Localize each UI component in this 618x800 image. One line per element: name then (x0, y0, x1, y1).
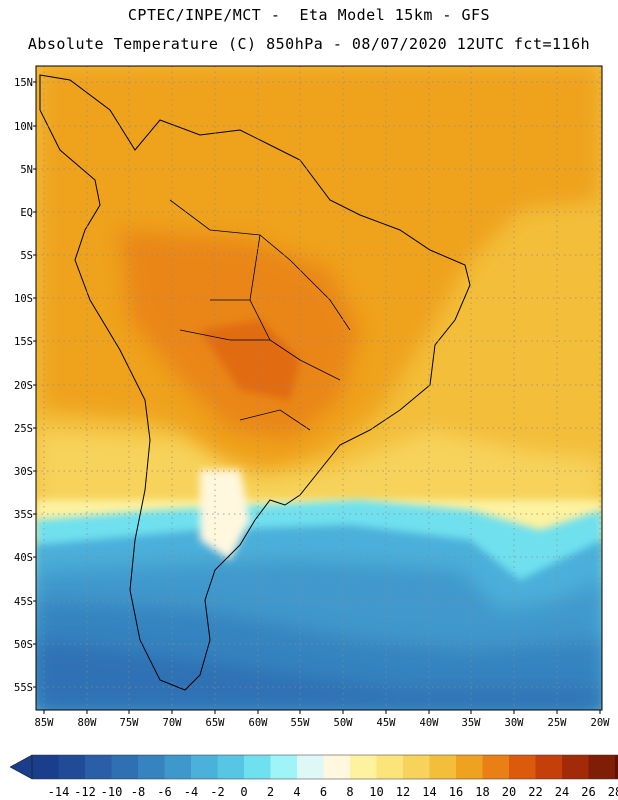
colorbar-ticks: -14 -12 -10 -8 -6 -4 -2 0 2 4 6 8 10 12 14 16 18 20 22 24 26… (48, 785, 618, 799)
colorbar-bin (509, 755, 536, 779)
lon-label: 55W (291, 717, 311, 729)
colorbar-tick-label: 0 (240, 785, 247, 799)
colorbar-bin (111, 755, 139, 779)
lat-label: 45S (14, 596, 33, 608)
lon-label: 25W (548, 717, 568, 729)
lon-label: 75W (120, 717, 140, 729)
colorbar-tick-label: 28 (608, 785, 618, 799)
colorbar-tick-label: 8 (346, 785, 353, 799)
title-line-1: CPTEC/INPE/MCT - Eta Model 15km - GFS (127, 6, 491, 24)
colorbar-tick-label: -6 (157, 785, 171, 799)
colorbar-bin (323, 755, 351, 779)
lat-label: 55S (14, 682, 33, 694)
colorbar-tick-label: 14 (422, 785, 436, 799)
colorbar-bin (350, 755, 377, 779)
colorbar-low-arrow (9, 754, 33, 780)
colorbar-tick-label: -2 (210, 785, 224, 799)
map-frame (35, 65, 603, 711)
colorbar-bin (403, 755, 430, 779)
lat-label: EQ (20, 207, 33, 219)
lon-label: 45W (377, 717, 397, 729)
colorbar-bin (270, 755, 298, 779)
colorbar-tick-label: 6 (320, 785, 327, 799)
temperature-field (36, 66, 602, 710)
lat-label: 40S (14, 552, 33, 564)
colorbar-tick-label: -12 (74, 785, 96, 799)
colorbar-tick-label: -8 (131, 785, 145, 799)
colorbar-bin (482, 755, 510, 779)
lat-label: 5N (20, 164, 33, 176)
lon-label: 70W (163, 717, 183, 729)
colorbar-bin (456, 755, 483, 779)
colorbar-bin (164, 755, 192, 779)
colorbar-tick-label: 24 (555, 785, 569, 799)
lon-label: 80W (78, 717, 98, 729)
title-line-2: Absolute Temperature (C) 850hPa - 08/07/… (27, 35, 591, 53)
lat-label: 35S (14, 509, 33, 521)
lat-label: 15S (14, 336, 33, 348)
lon-label: 30W (505, 717, 525, 729)
colorbar-bin (376, 755, 404, 779)
lon-label: 40W (420, 717, 440, 729)
lon-label: 85W (35, 717, 55, 729)
colorbar-tick-label: 18 (475, 785, 489, 799)
colorbar (9, 754, 618, 780)
colorbar-bin (191, 755, 218, 779)
colorbar-bin (138, 755, 165, 779)
latitude-labels: 15N 10N 5N EQ 5S 10S 15S 20S 25S 30S 35S 40S 45S 50S 5… (14, 77, 36, 694)
colorbar-bin (562, 755, 589, 779)
colorbar-border (31, 754, 618, 780)
south-america-coastline (39, 74, 471, 691)
lat-label: 30S (14, 466, 33, 478)
lat-label: 25S (14, 423, 33, 435)
colorbar-bin (429, 755, 457, 779)
colorbar-tick-label: -4 (184, 785, 198, 799)
colorbar-bin (244, 755, 271, 779)
colorbar-tick-label: -10 (101, 785, 123, 799)
colorbar-bin (58, 755, 86, 779)
lat-label: 10S (14, 293, 33, 305)
lat-label: 50S (14, 639, 33, 651)
colorbar-bin (32, 755, 59, 779)
lon-label: 50W (334, 717, 354, 729)
longitude-labels: 85W 80W 75W 70W 65W 60W 55W 50W 45W 40W 35W 30W 25W 2… (35, 710, 611, 729)
colorbar-tick-label: -14 (48, 785, 70, 799)
colorbar-tick-label: 12 (396, 785, 410, 799)
lat-label: 20S (14, 380, 33, 392)
graticule (36, 66, 602, 710)
colorbar-bin (615, 755, 618, 779)
colorbar-tick-label: 2 (267, 785, 274, 799)
colorbar-bin (588, 755, 616, 779)
colorbar-bin (85, 755, 112, 779)
colorbar-tick-label: 16 (449, 785, 463, 799)
lat-label: 5S (20, 250, 33, 262)
lon-label: 65W (206, 717, 226, 729)
lon-label: 60W (249, 717, 269, 729)
lat-label: 10N (14, 121, 33, 133)
lon-label: 35W (462, 717, 482, 729)
lon-label: 20W (591, 717, 611, 729)
colorbar-tick-label: 20 (502, 785, 516, 799)
colorbar-tick-label: 26 (581, 785, 595, 799)
colorbar-tick-label: 4 (293, 785, 300, 799)
colorbar-tick-label: 22 (528, 785, 542, 799)
colorbar-tick-label: 10 (369, 785, 383, 799)
colorbar-bin (535, 755, 563, 779)
colorbar-bin (297, 755, 324, 779)
lat-label: 15N (14, 77, 33, 89)
colorbar-bin (217, 755, 245, 779)
